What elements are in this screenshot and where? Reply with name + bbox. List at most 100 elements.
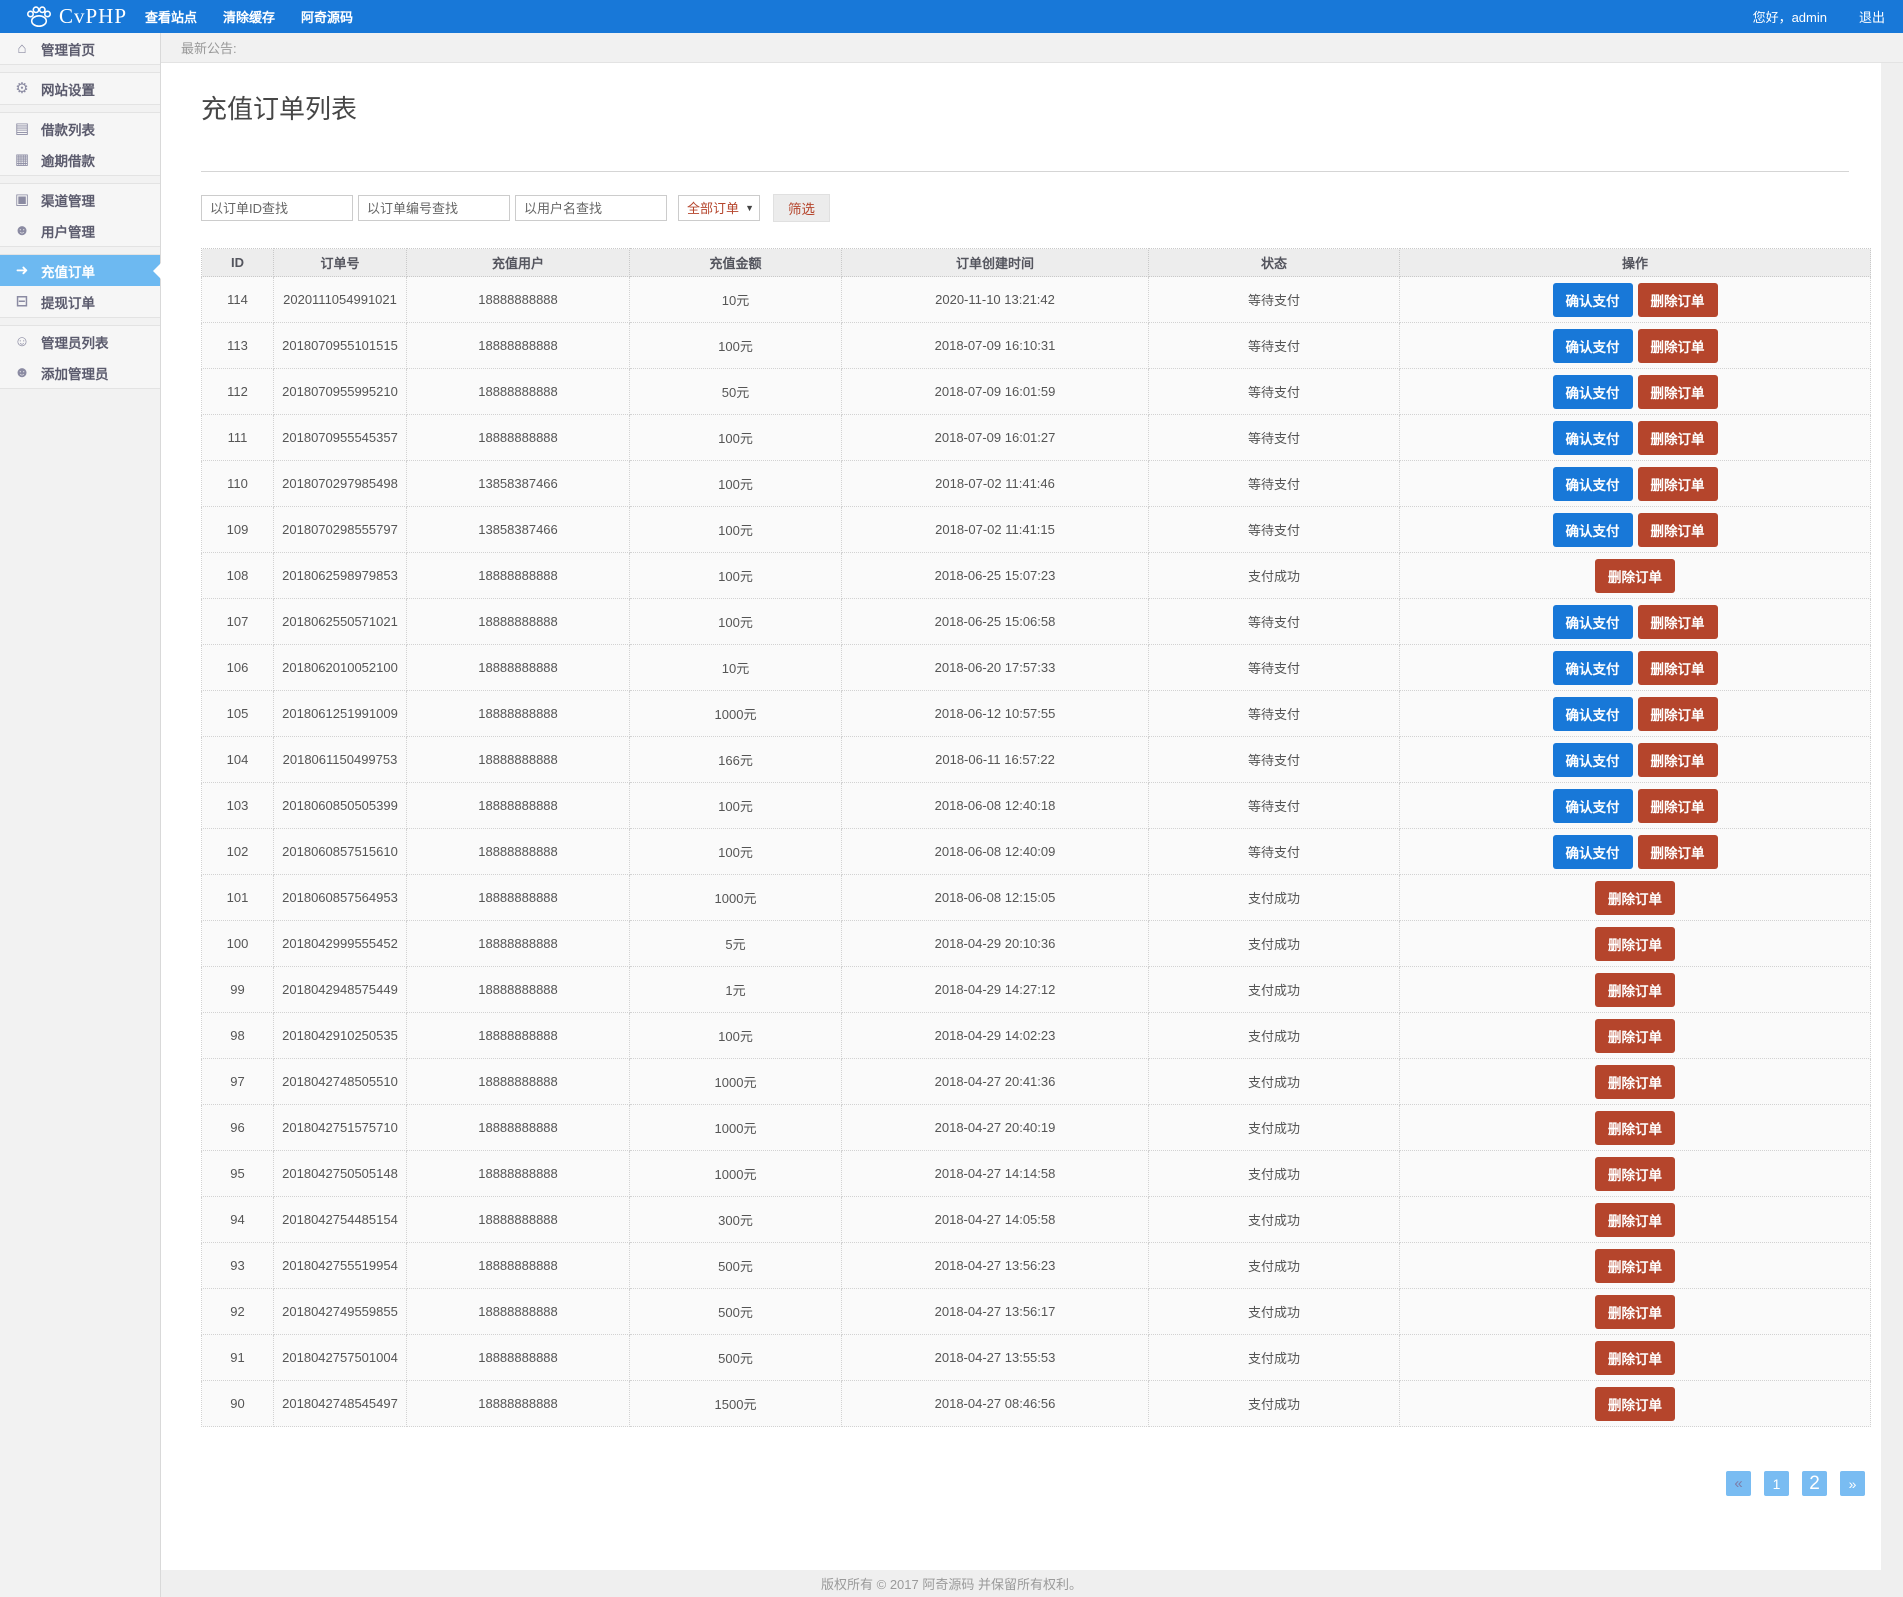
cell-status: 支付成功 bbox=[1149, 967, 1400, 1013]
delete-order-button[interactable]: 删除订单 bbox=[1638, 835, 1718, 869]
brand[interactable]: CvPHP bbox=[0, 4, 145, 29]
cell-actions: 确认支付删除订单 bbox=[1400, 461, 1871, 507]
confirm-pay-button[interactable]: 确认支付 bbox=[1553, 513, 1633, 547]
order-no-search-input[interactable] bbox=[358, 195, 510, 221]
cell-amount: 50元 bbox=[630, 369, 842, 415]
filter-submit-button[interactable]: 筛选 bbox=[773, 194, 830, 222]
delete-order-button[interactable]: 删除订单 bbox=[1638, 421, 1718, 455]
sidebar-item-add-admin[interactable]: ☻ 添加管理员 bbox=[0, 357, 160, 388]
sidebar-item-overdue-loans[interactable]: ▦ 逾期借款 bbox=[0, 144, 160, 175]
delete-order-button[interactable]: 删除订单 bbox=[1595, 881, 1675, 915]
delete-order-button[interactable]: 删除订单 bbox=[1595, 927, 1675, 961]
delete-order-button[interactable]: 删除订单 bbox=[1595, 973, 1675, 1007]
orders-table: ID 订单号 充值用户 充值金额 订单创建时间 状态 操作 114 202011… bbox=[201, 248, 1871, 1427]
col-header-status: 状态 bbox=[1149, 249, 1400, 277]
delete-order-button[interactable]: 删除订单 bbox=[1638, 697, 1718, 731]
cell-created: 2018-04-29 14:27:12 bbox=[842, 967, 1149, 1013]
delete-order-button[interactable]: 删除订单 bbox=[1638, 513, 1718, 547]
delete-order-button[interactable]: 删除订单 bbox=[1638, 467, 1718, 501]
sidebar-item-loan-list[interactable]: ▤ 借款列表 bbox=[0, 113, 160, 144]
cell-amount: 10元 bbox=[630, 277, 842, 323]
cell-order-no: 2018042910250535 bbox=[274, 1013, 407, 1059]
order-status-select[interactable]: 全部订单 bbox=[678, 195, 760, 221]
confirm-pay-button[interactable]: 确认支付 bbox=[1553, 329, 1633, 363]
logout-link[interactable]: 退出 bbox=[1859, 7, 1885, 26]
delete-order-button[interactable]: 删除订单 bbox=[1595, 1341, 1675, 1375]
delete-order-button[interactable]: 删除订单 bbox=[1595, 1249, 1675, 1283]
confirm-pay-button[interactable]: 确认支付 bbox=[1553, 697, 1633, 731]
sidebar-item-user-management[interactable]: ☻ 用户管理 bbox=[0, 215, 160, 246]
confirm-pay-button[interactable]: 确认支付 bbox=[1553, 375, 1633, 409]
delete-order-button[interactable]: 删除订单 bbox=[1638, 651, 1718, 685]
table-row: 109 2018070298555797 13858387466 100元 20… bbox=[202, 507, 1871, 553]
cell-actions: 确认支付删除订单 bbox=[1400, 645, 1871, 691]
cell-user: 18888888888 bbox=[407, 737, 630, 783]
cell-actions: 删除订单 bbox=[1400, 553, 1871, 599]
cell-created: 2018-04-27 13:56:23 bbox=[842, 1243, 1149, 1289]
cell-created: 2018-04-27 13:55:53 bbox=[842, 1335, 1149, 1381]
delete-order-button[interactable]: 删除订单 bbox=[1595, 1295, 1675, 1329]
sidebar-item-withdraw-orders[interactable]: ⊟ 提现订单 bbox=[0, 286, 160, 317]
nav-item-view-site[interactable]: 查看站点 bbox=[145, 7, 197, 26]
cell-actions: 删除订单 bbox=[1400, 1289, 1871, 1335]
delete-order-button[interactable]: 删除订单 bbox=[1595, 1387, 1675, 1421]
delete-order-button[interactable]: 删除订单 bbox=[1638, 743, 1718, 777]
confirm-pay-button[interactable]: 确认支付 bbox=[1553, 789, 1633, 823]
pagination-next[interactable]: » bbox=[1840, 1471, 1865, 1496]
greeting-admin[interactable]: 您好，admin bbox=[1753, 7, 1827, 26]
username-search-input[interactable] bbox=[515, 195, 667, 221]
cell-actions: 删除订单 bbox=[1400, 921, 1871, 967]
delete-order-button[interactable]: 删除订单 bbox=[1595, 559, 1675, 593]
nav-item-clear-cache[interactable]: 清除缓存 bbox=[223, 7, 275, 26]
cell-id: 103 bbox=[202, 783, 274, 829]
cell-user: 18888888888 bbox=[407, 875, 630, 921]
order-id-search-input[interactable] bbox=[201, 195, 353, 221]
pagination-page-1[interactable]: 1 bbox=[1764, 1471, 1789, 1496]
cell-id: 100 bbox=[202, 921, 274, 967]
delete-order-button[interactable]: 删除订单 bbox=[1595, 1111, 1675, 1145]
delete-order-button[interactable]: 删除订单 bbox=[1638, 283, 1718, 317]
confirm-pay-button[interactable]: 确认支付 bbox=[1553, 835, 1633, 869]
cell-actions: 删除订单 bbox=[1400, 875, 1871, 921]
cell-order-no: 2018060857564953 bbox=[274, 875, 407, 921]
delete-order-button[interactable]: 删除订单 bbox=[1595, 1065, 1675, 1099]
confirm-pay-button[interactable]: 确认支付 bbox=[1553, 283, 1633, 317]
delete-order-button[interactable]: 删除订单 bbox=[1638, 329, 1718, 363]
cell-status: 等待支付 bbox=[1149, 323, 1400, 369]
cell-status: 等待支付 bbox=[1149, 737, 1400, 783]
delete-order-button[interactable]: 删除订单 bbox=[1595, 1019, 1675, 1053]
table-row: 106 2018062010052100 18888888888 10元 201… bbox=[202, 645, 1871, 691]
sidebar-item-site-settings[interactable]: ⚙ 网站设置 bbox=[0, 73, 160, 104]
confirm-pay-button[interactable]: 确认支付 bbox=[1553, 605, 1633, 639]
delete-order-button[interactable]: 删除订单 bbox=[1638, 789, 1718, 823]
cell-status: 等待支付 bbox=[1149, 783, 1400, 829]
cell-actions: 删除订单 bbox=[1400, 1105, 1871, 1151]
confirm-pay-button[interactable]: 确认支付 bbox=[1553, 467, 1633, 501]
delete-order-button[interactable]: 删除订单 bbox=[1595, 1203, 1675, 1237]
cell-user: 18888888888 bbox=[407, 783, 630, 829]
delete-order-button[interactable]: 删除订单 bbox=[1595, 1157, 1675, 1191]
confirm-pay-button[interactable]: 确认支付 bbox=[1553, 421, 1633, 455]
sidebar-item-recharge-orders[interactable]: ➜ 充值订单 bbox=[0, 255, 160, 286]
sidebar-item-admin-list[interactable]: ☺ 管理员列表 bbox=[0, 326, 160, 357]
cell-order-no: 2018060850505399 bbox=[274, 783, 407, 829]
cell-user: 18888888888 bbox=[407, 369, 630, 415]
navbar-right: 您好，admin 退出 bbox=[1753, 7, 1903, 26]
user-outline-icon: ☺ bbox=[13, 334, 31, 349]
delete-order-button[interactable]: 删除订单 bbox=[1638, 375, 1718, 409]
nav-item-aqi-source[interactable]: 阿奇源码 bbox=[301, 7, 353, 26]
sidebar-item-home[interactable]: ⌂ 管理首页 bbox=[0, 33, 160, 64]
cell-user: 18888888888 bbox=[407, 1381, 630, 1427]
delete-order-button[interactable]: 删除订单 bbox=[1638, 605, 1718, 639]
cell-status: 支付成功 bbox=[1149, 875, 1400, 921]
cell-user: 18888888888 bbox=[407, 1289, 630, 1335]
table-row: 95 2018042750505148 18888888888 1000元 20… bbox=[202, 1151, 1871, 1197]
confirm-pay-button[interactable]: 确认支付 bbox=[1553, 651, 1633, 685]
cell-user: 18888888888 bbox=[407, 1197, 630, 1243]
confirm-pay-button[interactable]: 确认支付 bbox=[1553, 743, 1633, 777]
pagination-page-2[interactable]: 2 bbox=[1802, 1471, 1827, 1496]
sidebar-group: ▤ 借款列表 ▦ 逾期借款 bbox=[0, 112, 160, 176]
money-icon: ⊟ bbox=[13, 294, 31, 309]
sidebar-item-channel-management[interactable]: ▣ 渠道管理 bbox=[0, 184, 160, 215]
pagination-prev[interactable]: « bbox=[1726, 1471, 1751, 1496]
